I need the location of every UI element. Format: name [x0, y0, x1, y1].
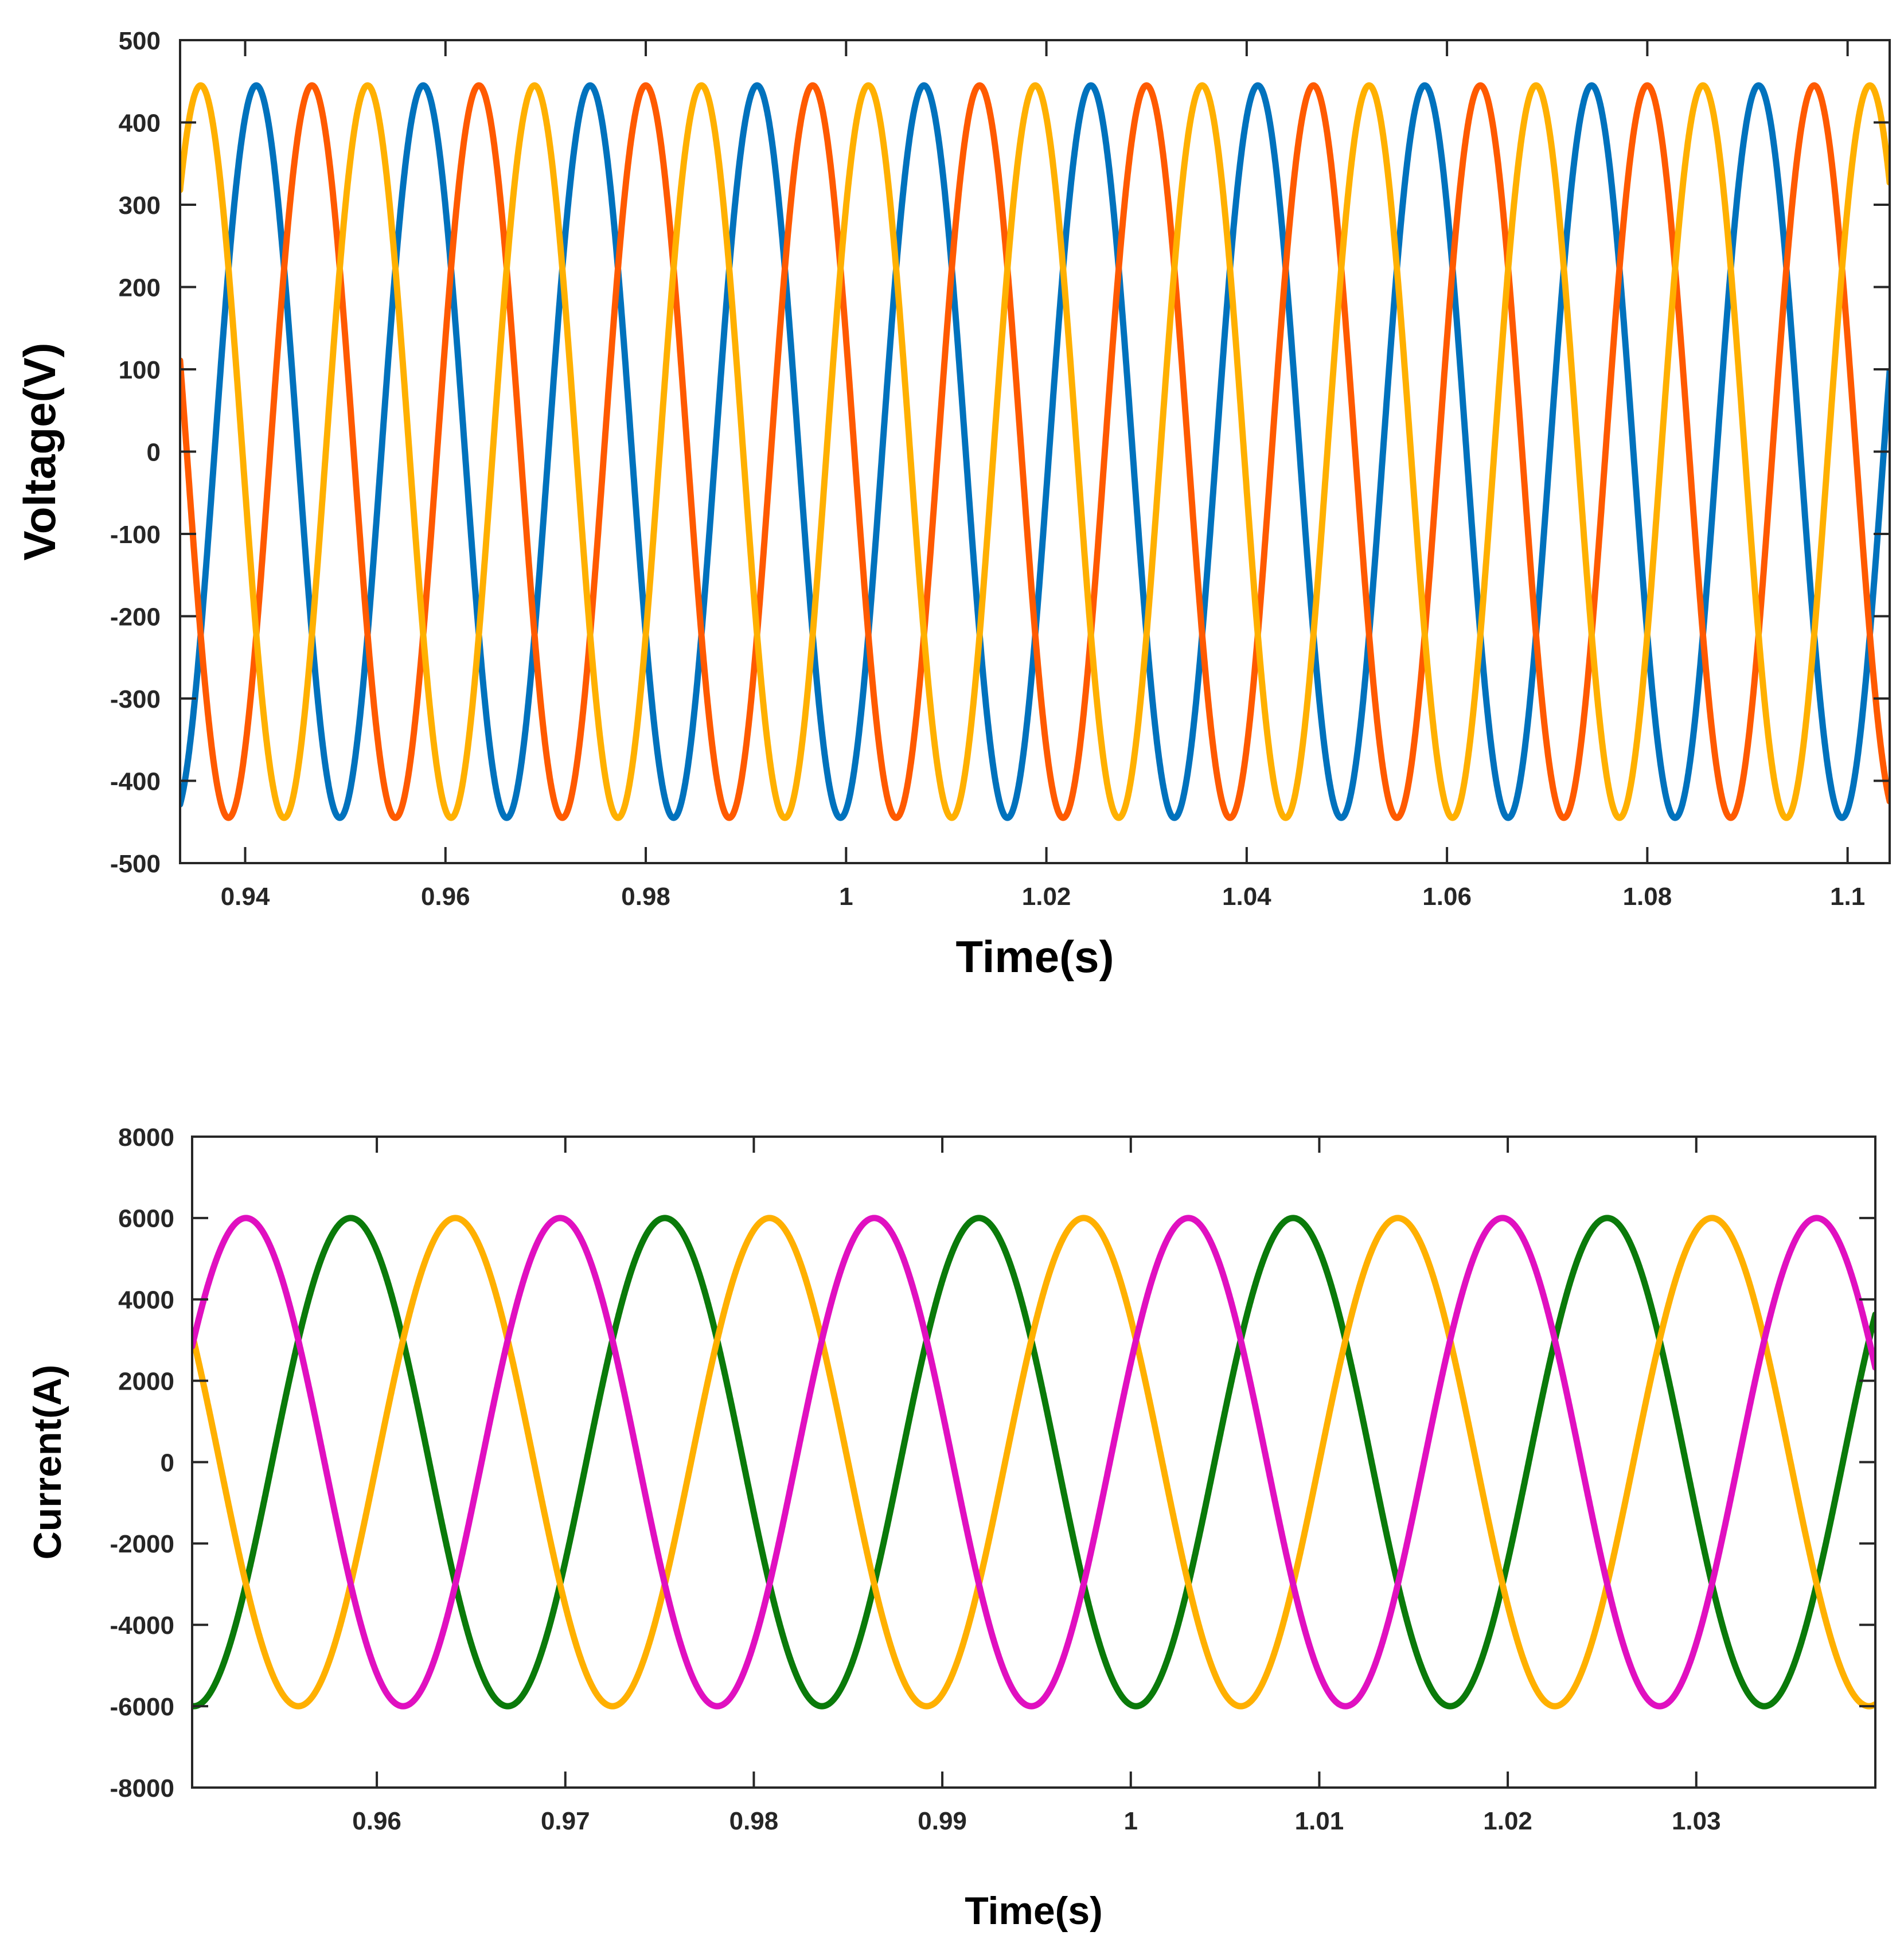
- current-y-tick-label: -4000: [110, 1612, 174, 1640]
- voltage-y-tick-label: 100: [119, 356, 161, 384]
- current-y-tick-label: 2000: [118, 1367, 174, 1395]
- voltage-y-tick-label: 500: [119, 27, 161, 55]
- current-x-tick-label: 1: [1124, 1807, 1138, 1835]
- current-y-tick-label: 4000: [118, 1286, 174, 1314]
- current-traces: [192, 1215, 1875, 1710]
- current-x-tick-label: 0.98: [729, 1807, 779, 1835]
- voltage-x-tick-label: 1.02: [1022, 883, 1071, 911]
- voltage-y-tick-label: 400: [119, 109, 161, 137]
- voltage-x-tick-label: 0.94: [221, 883, 270, 911]
- voltage-y-tick-label: -500: [110, 850, 161, 878]
- voltage-series-3-line: [180, 82, 1890, 821]
- voltage-traces: [180, 82, 1890, 821]
- voltage-y-tick-label: 300: [119, 192, 161, 220]
- current-y-tick-label: -8000: [110, 1774, 174, 1802]
- current-y-tick-label: -2000: [110, 1530, 174, 1558]
- current-x-tick-label: 0.97: [541, 1807, 590, 1835]
- current-series-2-line: [192, 1215, 1875, 1710]
- current-y-tick-label: 8000: [118, 1123, 174, 1152]
- current-chart: 0.96 0.97 0.98 0.99 1 1.01 1.02 1.03 -8000 -6000 -…: [26, 1123, 1876, 1933]
- voltage-x-tick-label: 1: [839, 883, 853, 911]
- voltage-y-tick-label: -200: [110, 603, 161, 631]
- current-series-3-line: [192, 1215, 1875, 1710]
- voltage-x-tick-label: 1.08: [1623, 883, 1672, 911]
- voltage-series-2-line: [180, 82, 1890, 821]
- current-y-tick-label: -6000: [110, 1693, 174, 1721]
- voltage-y-tick-label: 0: [147, 438, 161, 466]
- current-x-axis-title: Time(s): [965, 1889, 1103, 1933]
- voltage-x-tick-label: 1.1: [1830, 883, 1865, 911]
- voltage-x-tick-label: 1.06: [1422, 883, 1472, 911]
- voltage-x-tick-label: 0.98: [621, 883, 670, 911]
- current-y-tick-label: 6000: [118, 1205, 174, 1233]
- voltage-y-axis-title: Voltage(V): [14, 343, 65, 561]
- voltage-y-tick-label: -300: [110, 685, 161, 713]
- voltage-y-tick-label: 200: [119, 274, 161, 302]
- voltage-x-tick-label: 1.04: [1222, 883, 1271, 911]
- voltage-x-tick-label: 0.96: [421, 883, 470, 911]
- voltage-x-axis-title: Time(s): [956, 931, 1114, 982]
- current-x-tick-label: 1.03: [1672, 1807, 1721, 1835]
- current-series-1-line: [192, 1215, 1875, 1710]
- voltage-chart: 0.94 0.96 0.98 1 1.02 1.04 1.06 1.08 1.1 -500 -400…: [14, 27, 1891, 982]
- voltage-y-tick-label: -400: [110, 767, 161, 795]
- current-y-axis-title: Current(A): [26, 1365, 69, 1560]
- voltage-y-tick-label: -100: [110, 521, 161, 549]
- current-x-tick-label: 0.99: [918, 1807, 967, 1835]
- current-x-tick-label: 1.01: [1295, 1807, 1344, 1835]
- current-y-tick-label: 0: [161, 1449, 174, 1477]
- current-x-tick-label: 1.02: [1483, 1807, 1532, 1835]
- current-x-tick-label: 0.96: [352, 1807, 401, 1835]
